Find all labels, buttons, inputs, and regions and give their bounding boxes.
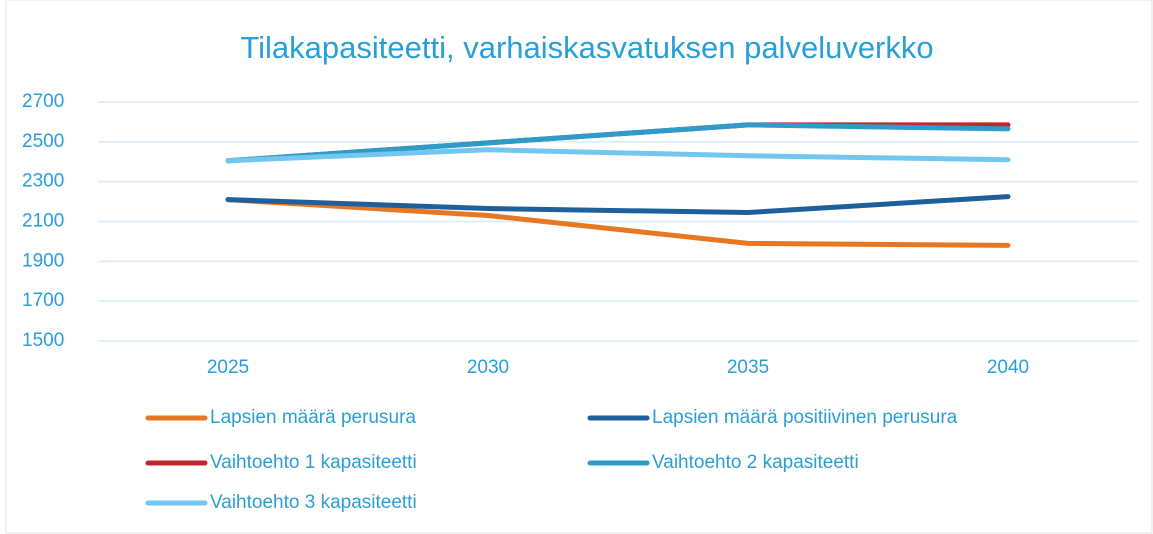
x-tick-label: 2025	[207, 357, 249, 378]
legend-label: Vaihtoehto 2 kapasiteetti	[652, 452, 859, 473]
x-tick-label: 2035	[727, 357, 769, 378]
y-tick-label: 2300	[22, 171, 64, 192]
x-tick-label: 2040	[987, 357, 1029, 378]
y-tick-label: 2500	[22, 131, 64, 152]
legend-label: Lapsien määrä perusura	[210, 407, 416, 428]
y-tick-label: 2700	[22, 91, 64, 112]
legend-label: Vaihtoehto 3 kapasiteetti	[210, 492, 417, 513]
chart-title: Tilakapasiteetti, varhaiskasvatuksen pal…	[240, 30, 933, 65]
y-tick-label: 1900	[22, 250, 64, 271]
y-tick-label: 1700	[22, 290, 64, 311]
legend-label: Lapsien määrä positiivinen perusura	[652, 407, 958, 428]
series-line	[225, 194, 1011, 216]
series-line	[225, 147, 1011, 164]
y-tick-label: 1500	[22, 330, 64, 351]
x-tick-label: 2030	[467, 357, 509, 378]
series-line	[225, 197, 1011, 248]
series-line	[225, 122, 1011, 164]
legend-label: Vaihtoehto 1 kapasiteetti	[210, 452, 417, 473]
y-tick-label: 2100	[22, 211, 64, 232]
chart-border	[5, 0, 1153, 534]
